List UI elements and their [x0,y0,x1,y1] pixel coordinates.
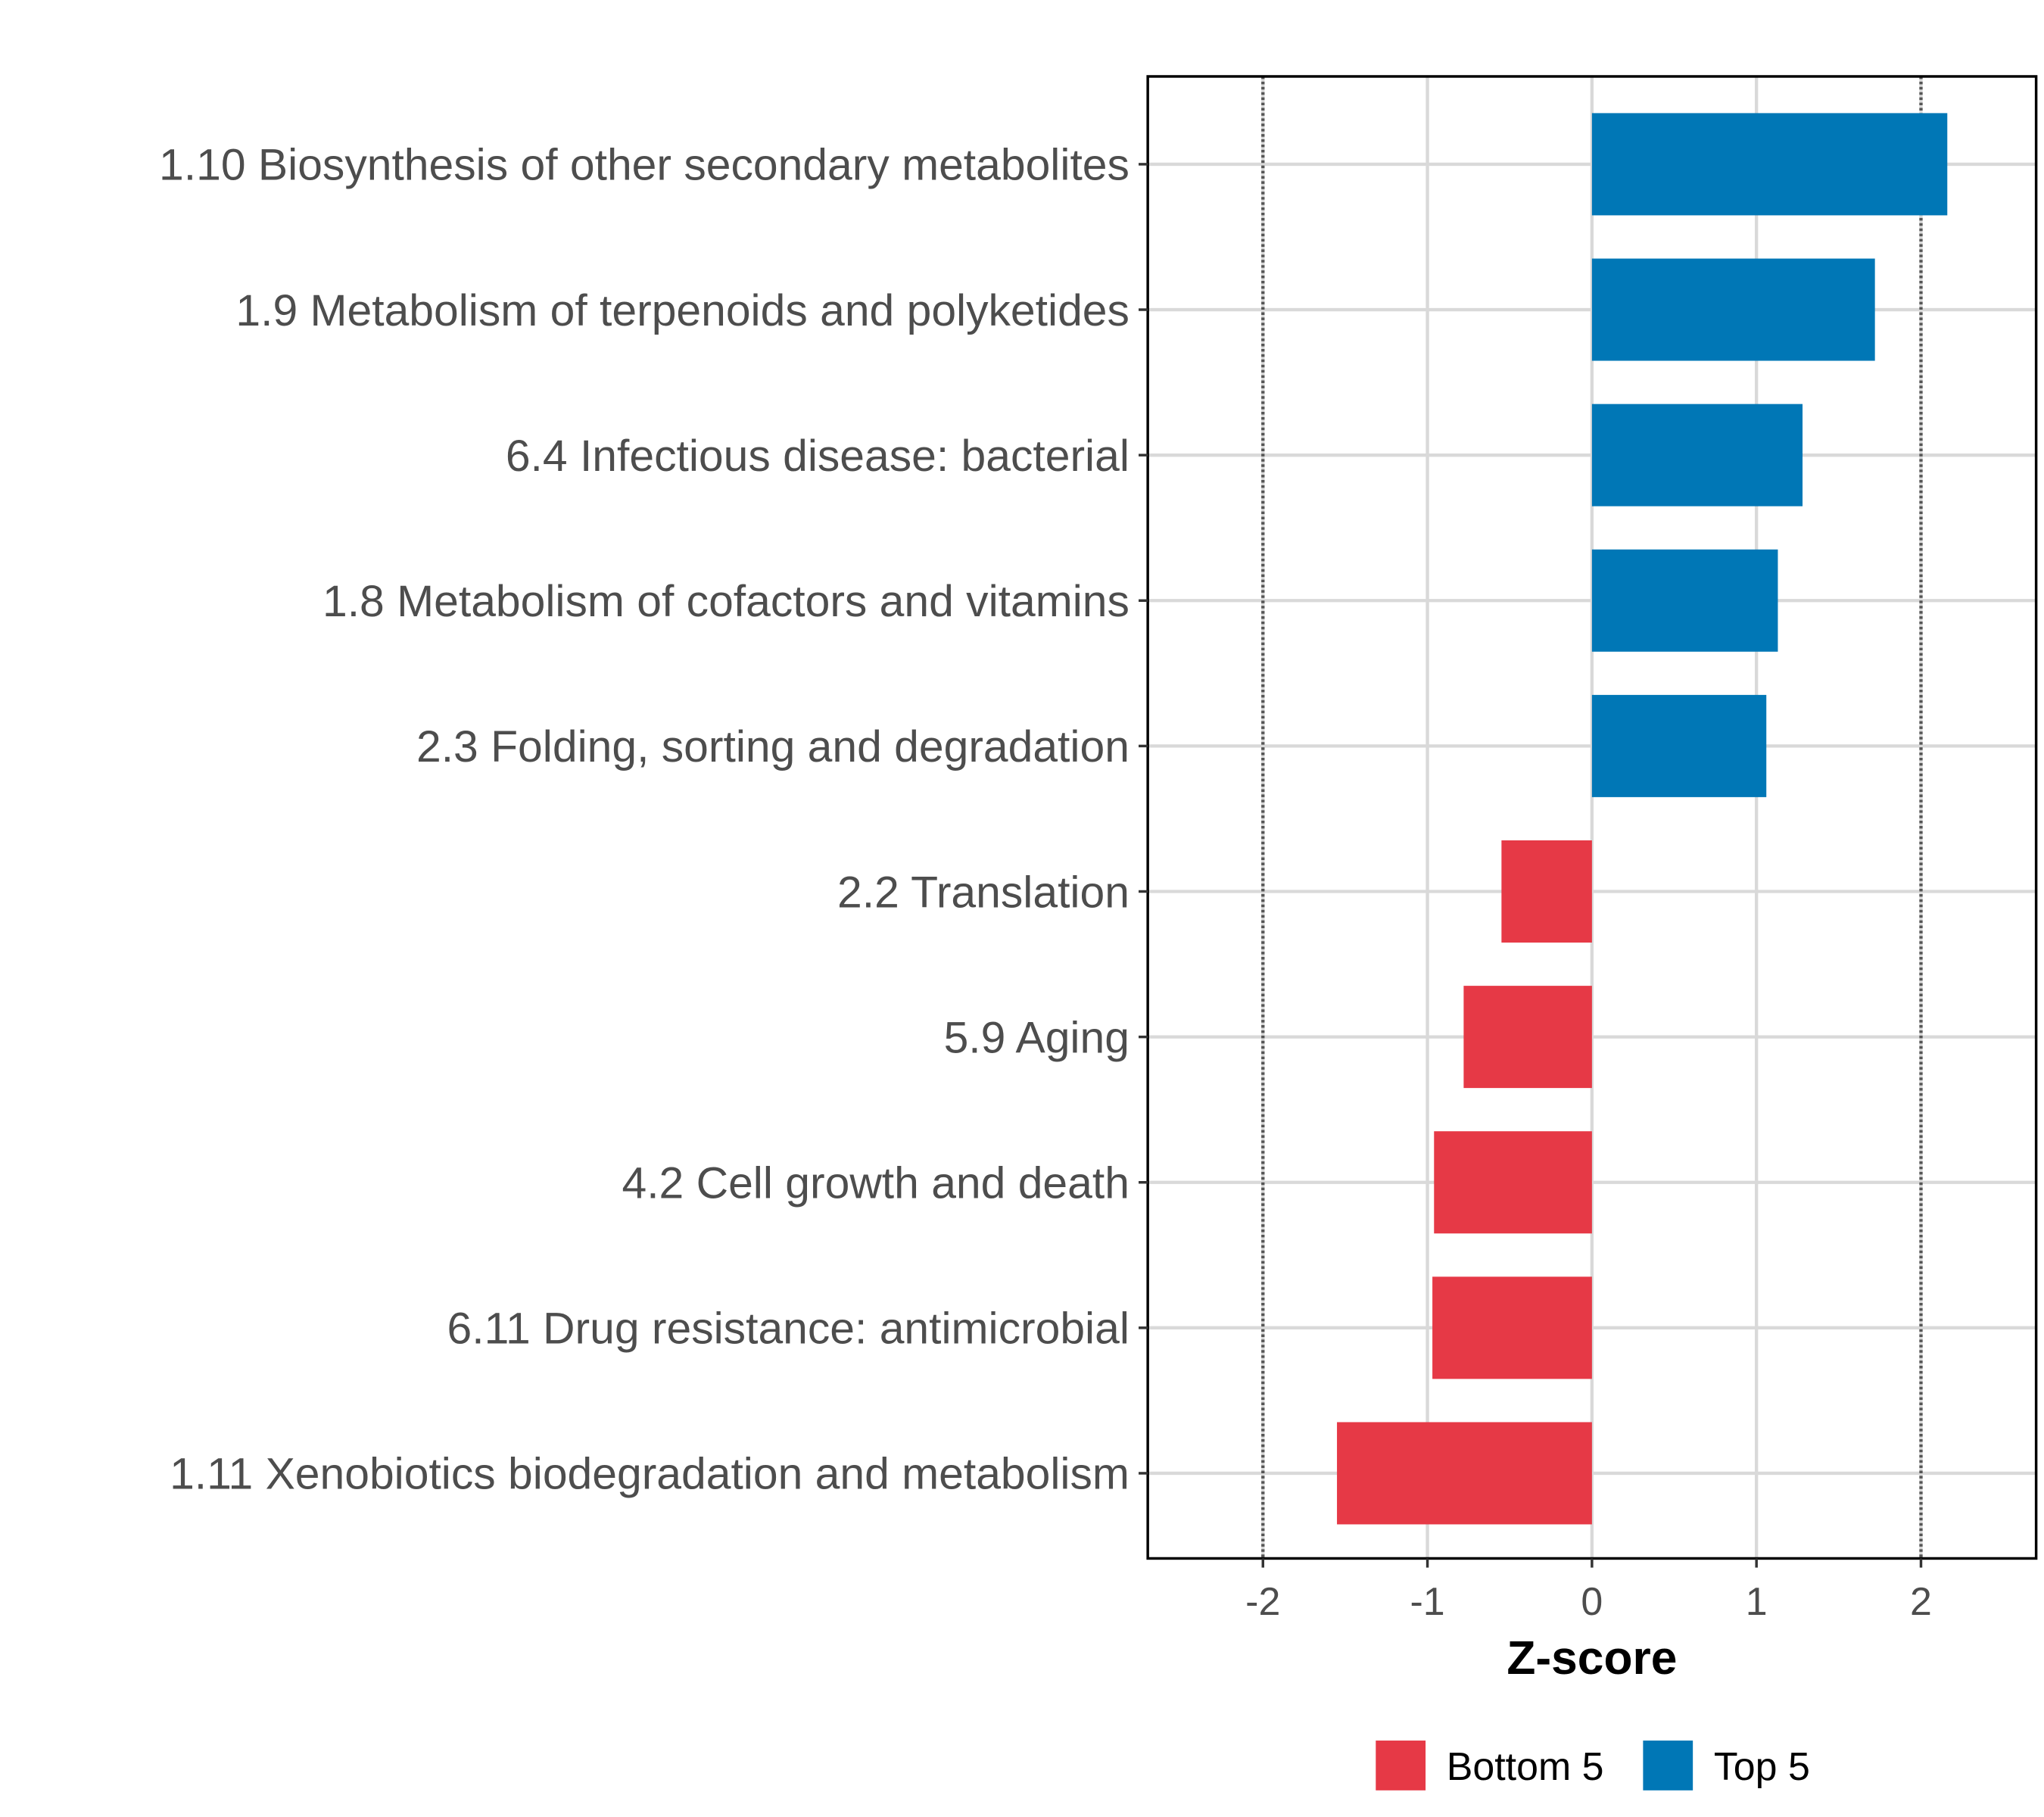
bar [1432,1276,1592,1379]
reference-lines [1261,76,1923,1559]
bar [1591,694,1767,797]
bar [1463,986,1592,1089]
category-label: 4.2 Cell growth and death [622,1158,1129,1208]
category-label: 6.11 Drug resistance: antimicrobial [447,1304,1129,1354]
x-tick-label: 2 [1910,1580,1932,1624]
bar [1591,404,1803,506]
x-tick-labels: -2 -1 0 1 2 [1245,1558,1932,1624]
x-axis-title: Z-score [1507,1632,1677,1685]
bar [1591,113,1948,216]
x-tick-label: -1 [1410,1580,1444,1624]
x-tick-label: 1 [1746,1580,1768,1624]
bar [1591,549,1778,652]
category-label: 1.11 Xenobiotics biodegradation and meta… [170,1450,1129,1499]
legend: Bottom 5 Top 5 [1376,1741,1810,1791]
bar [1337,1422,1592,1525]
legend-swatch-bottom-5 [1376,1741,1426,1791]
category-label: 1.9 Metabolism of terpenoids and polyket… [235,286,1129,335]
category-label: 1.8 Metabolism of cofactors and vitamins [322,577,1129,626]
legend-swatch-top-5 [1643,1741,1693,1791]
category-labels: 1.10 Biosynthesis of other secondary met… [159,141,1148,1499]
category-label: 5.9 Aging [944,1013,1129,1062]
category-label: 2.2 Translation [837,868,1129,917]
category-label: 1.10 Biosynthesis of other secondary met… [159,141,1129,190]
legend-label-top-5: Top 5 [1714,1745,1810,1789]
x-tick-label: 0 [1581,1580,1603,1624]
category-label: 2.3 Folding, sorting and degradation [416,722,1129,771]
bar [1434,1131,1592,1234]
x-tick-label: -2 [1245,1580,1280,1624]
category-label: 6.4 Infectious disease: bacterial [506,432,1129,481]
legend-label-bottom-5: Bottom 5 [1447,1745,1604,1789]
panel-border [1146,75,2038,1560]
bar [1591,258,1875,361]
bar [1501,840,1592,943]
bars [1337,113,1948,1525]
